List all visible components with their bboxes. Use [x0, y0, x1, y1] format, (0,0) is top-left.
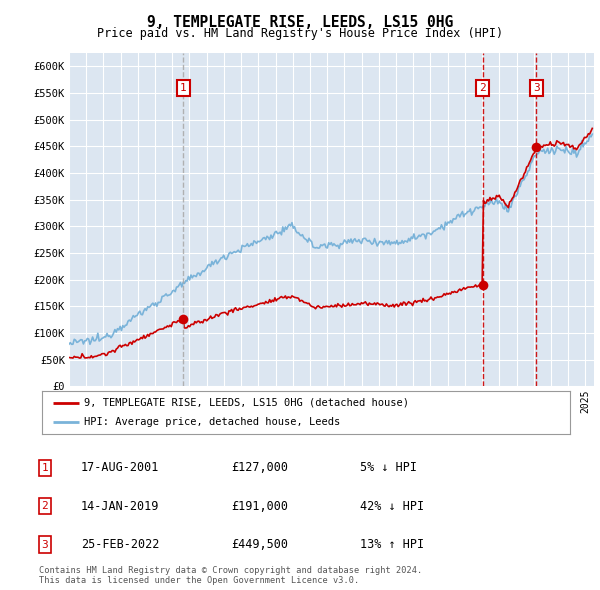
Text: 3: 3 [41, 540, 49, 549]
Text: 2: 2 [479, 83, 486, 93]
Text: 3: 3 [533, 83, 540, 93]
Text: 9, TEMPLEGATE RISE, LEEDS, LS15 0HG: 9, TEMPLEGATE RISE, LEEDS, LS15 0HG [147, 15, 453, 30]
Text: 17-AUG-2001: 17-AUG-2001 [81, 461, 160, 474]
Text: 14-JAN-2019: 14-JAN-2019 [81, 500, 160, 513]
Text: £127,000: £127,000 [231, 461, 288, 474]
Text: £191,000: £191,000 [231, 500, 288, 513]
Text: HPI: Average price, detached house, Leeds: HPI: Average price, detached house, Leed… [84, 417, 340, 427]
Text: £449,500: £449,500 [231, 538, 288, 551]
Text: 1: 1 [180, 83, 187, 93]
Text: 13% ↑ HPI: 13% ↑ HPI [360, 538, 424, 551]
Text: 2: 2 [41, 502, 49, 511]
Text: 1: 1 [41, 463, 49, 473]
Text: Contains HM Land Registry data © Crown copyright and database right 2024.
This d: Contains HM Land Registry data © Crown c… [39, 566, 422, 585]
Text: 5% ↓ HPI: 5% ↓ HPI [360, 461, 417, 474]
Text: 9, TEMPLEGATE RISE, LEEDS, LS15 0HG (detached house): 9, TEMPLEGATE RISE, LEEDS, LS15 0HG (det… [84, 398, 409, 408]
Text: 42% ↓ HPI: 42% ↓ HPI [360, 500, 424, 513]
Text: Price paid vs. HM Land Registry's House Price Index (HPI): Price paid vs. HM Land Registry's House … [97, 27, 503, 40]
Text: 25-FEB-2022: 25-FEB-2022 [81, 538, 160, 551]
